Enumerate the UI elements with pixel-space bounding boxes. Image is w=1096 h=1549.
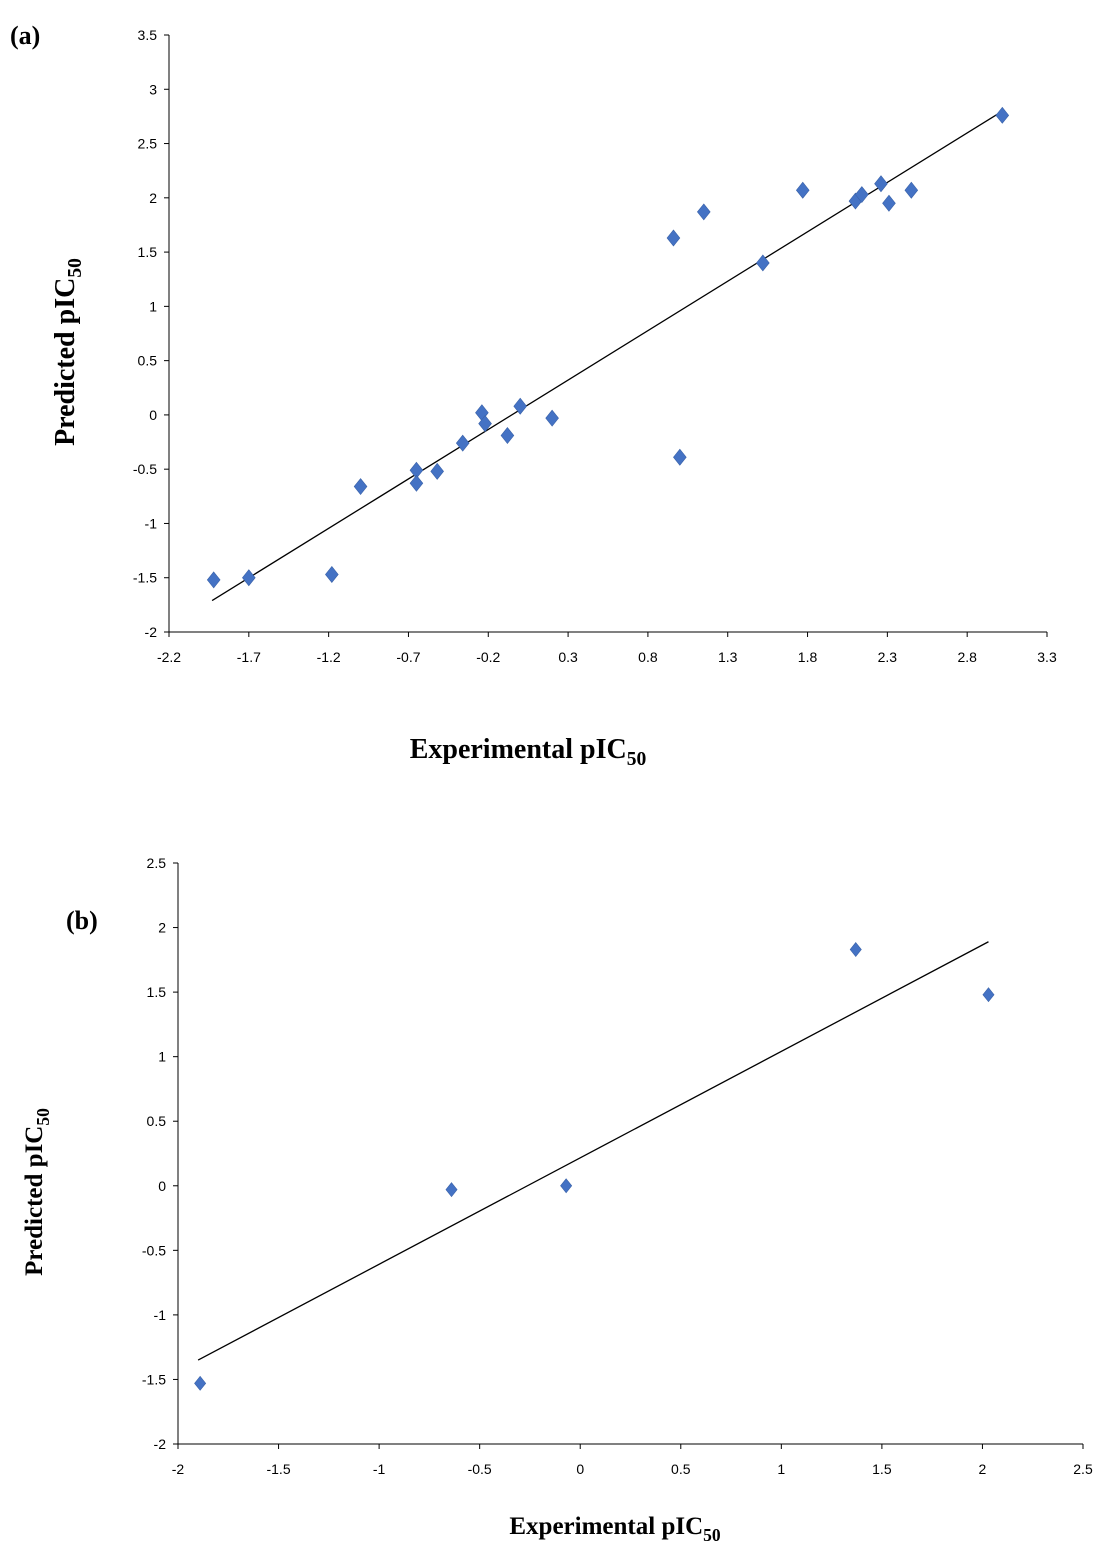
- x-tick-label: -2.2: [157, 649, 181, 665]
- data-point: [206, 571, 221, 589]
- data-point: [545, 409, 559, 427]
- y-tick-label: -1.5: [142, 1371, 166, 1387]
- y-tick-label: 0.5: [138, 353, 158, 369]
- x-tick-label: 1: [777, 1461, 785, 1477]
- trend-line: [197, 941, 989, 1361]
- data-point: [353, 478, 368, 496]
- data-point: [855, 186, 869, 204]
- y-tick-label: -1: [145, 515, 158, 531]
- data-point: [242, 569, 256, 587]
- data-point: [500, 427, 515, 445]
- y-axis-title-main: Predicted pIC: [50, 278, 81, 446]
- x-tick-label: -1.5: [266, 1461, 290, 1477]
- x-axis-title-main: Experimental pIC: [410, 734, 627, 765]
- y-tick-label: -1: [154, 1307, 167, 1323]
- x-tick-label: -2: [172, 1461, 185, 1477]
- y-tick-label: 2.5: [138, 136, 158, 152]
- data-point: [194, 1375, 207, 1391]
- y-tick-label: 1.5: [138, 244, 158, 260]
- x-tick-label: -1.7: [237, 649, 261, 665]
- data-point: [995, 106, 1010, 124]
- x-tick-label: 1.5: [872, 1461, 892, 1477]
- data-point: [409, 474, 424, 492]
- y-tick-label: 2.5: [147, 855, 167, 871]
- y-tick-label: 3.5: [138, 27, 158, 43]
- x-axis-title: Experimental pIC50: [410, 734, 647, 770]
- y-axis-title-main: Predicted pIC: [21, 1126, 48, 1276]
- x-axis-title: Experimental pIC50: [509, 1513, 721, 1545]
- data-point: [696, 203, 711, 221]
- x-tick-label: 0.8: [638, 649, 658, 665]
- y-tick-label: 1.5: [147, 984, 167, 1000]
- x-axis-title-subscript: 50: [627, 749, 647, 770]
- data-point: [904, 181, 919, 199]
- y-tick-label: 2: [158, 920, 166, 936]
- x-tick-label: 0: [576, 1461, 584, 1477]
- data-point: [795, 181, 810, 199]
- y-axis-title-subscript: 50: [65, 258, 86, 278]
- x-tick-label: 3.3: [1037, 649, 1057, 665]
- y-tick-label: -0.5: [133, 461, 157, 477]
- y-tick-label: -1.5: [133, 570, 157, 586]
- data-point: [445, 1182, 458, 1198]
- x-tick-label: 1.8: [798, 649, 818, 665]
- data-point: [455, 434, 470, 452]
- y-tick-label: 0.5: [147, 1113, 167, 1129]
- data-point: [666, 229, 681, 247]
- y-axis-title: Predicted pIC50: [21, 1108, 53, 1276]
- data-point: [513, 397, 527, 415]
- scatter-panel-b: -2 -1.5 -1 -0.5 0 0.5 1 1.5 2 2.5 -2 -1.5 -1 -0.5 0 0.5…: [0, 790, 1096, 1549]
- chart-b-canvas: -2 -1.5 -1 -0.5 0 0.5 1 1.5 2 2.5 -2 -1.5 -1 -0.5 0 0.5…: [21, 855, 1093, 1545]
- x-tick-label: 2.5: [1073, 1461, 1093, 1477]
- data-point: [430, 462, 444, 480]
- x-tick-label: 0.3: [558, 649, 578, 665]
- data-point: [560, 1178, 573, 1194]
- panel-label: (b): [66, 906, 98, 935]
- x-tick-label: -0.2: [476, 649, 500, 665]
- x-tick-label: 2.8: [957, 649, 977, 665]
- scatter-panel-a: -2 -1.5 -1 -0.5 0 0.5 1 1.5 2 2.5 3 3.5 -2.2 -1.7 -1.2…: [10, 21, 1057, 770]
- data-point: [882, 194, 896, 212]
- chart-a-canvas: -2 -1.5 -1 -0.5 0 0.5 1 1.5 2 2.5 3 3.5 -2.2 -1.7 -1.2…: [10, 21, 1057, 770]
- y-tick-label: -2: [154, 1436, 167, 1452]
- x-axis-title-subscript: 50: [703, 1525, 721, 1545]
- data-point: [756, 254, 770, 272]
- x-tick-label: -1: [373, 1461, 386, 1477]
- x-tick-label: 2.3: [878, 649, 898, 665]
- x-axis-title-main: Experimental pIC: [509, 1513, 703, 1540]
- y-tick-label: 0: [149, 407, 157, 423]
- x-tick-label: 2: [979, 1461, 987, 1477]
- y-axis-title-subscript: 50: [33, 1108, 53, 1126]
- y-tick-label: -2: [145, 624, 158, 640]
- y-tick-label: 3: [149, 81, 157, 97]
- data-point: [874, 175, 888, 193]
- data-point: [478, 415, 492, 433]
- y-tick-label: -0.5: [142, 1242, 166, 1258]
- y-tick-label: 2: [149, 190, 157, 206]
- x-tick-label: -0.5: [468, 1461, 492, 1477]
- y-tick-label: 1: [158, 1049, 166, 1065]
- y-axis-title: Predicted pIC50: [50, 258, 86, 446]
- x-tick-label: 0.5: [671, 1461, 691, 1477]
- data-point: [982, 987, 995, 1003]
- data-point: [325, 565, 339, 583]
- x-tick-label: -0.7: [396, 649, 420, 665]
- data-point: [849, 942, 862, 957]
- x-tick-label: 1.3: [718, 649, 738, 665]
- x-tick-label: -1.2: [317, 649, 341, 665]
- panel-label: (a): [10, 21, 40, 50]
- data-point: [673, 448, 687, 466]
- y-tick-label: 0: [158, 1178, 166, 1194]
- y-tick-label: 1: [149, 298, 157, 314]
